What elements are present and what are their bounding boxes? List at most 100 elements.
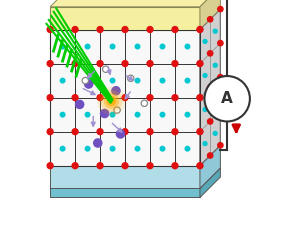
Polygon shape xyxy=(50,145,220,166)
Circle shape xyxy=(82,77,88,84)
Circle shape xyxy=(122,95,128,101)
Circle shape xyxy=(109,99,114,103)
Circle shape xyxy=(122,27,128,32)
Circle shape xyxy=(218,6,223,12)
Circle shape xyxy=(116,130,124,138)
Circle shape xyxy=(97,95,103,101)
Circle shape xyxy=(110,112,115,117)
Circle shape xyxy=(208,17,213,22)
Circle shape xyxy=(122,61,128,67)
Circle shape xyxy=(147,27,153,32)
Polygon shape xyxy=(200,168,220,197)
Circle shape xyxy=(208,119,213,124)
Circle shape xyxy=(213,63,217,67)
Circle shape xyxy=(72,129,78,135)
Circle shape xyxy=(110,78,115,83)
Circle shape xyxy=(203,108,207,111)
Circle shape xyxy=(185,112,190,117)
Circle shape xyxy=(47,163,53,169)
Circle shape xyxy=(97,129,103,135)
Circle shape xyxy=(197,163,203,169)
Circle shape xyxy=(197,95,202,100)
Circle shape xyxy=(135,44,140,49)
Circle shape xyxy=(60,112,65,117)
Circle shape xyxy=(141,100,148,106)
Circle shape xyxy=(47,129,53,135)
Circle shape xyxy=(160,146,165,151)
Circle shape xyxy=(114,107,120,113)
Circle shape xyxy=(208,153,213,158)
Polygon shape xyxy=(50,30,200,166)
Circle shape xyxy=(160,78,165,83)
Circle shape xyxy=(85,146,90,151)
Circle shape xyxy=(208,51,213,56)
Circle shape xyxy=(107,96,116,106)
Circle shape xyxy=(203,39,207,43)
Circle shape xyxy=(135,112,140,117)
Circle shape xyxy=(112,87,120,95)
Circle shape xyxy=(197,129,202,134)
Circle shape xyxy=(94,139,102,147)
Circle shape xyxy=(160,112,165,117)
Circle shape xyxy=(128,75,134,81)
Polygon shape xyxy=(200,145,220,188)
Circle shape xyxy=(218,40,223,46)
Circle shape xyxy=(172,61,178,67)
Text: A: A xyxy=(221,91,233,106)
Circle shape xyxy=(185,146,190,151)
Circle shape xyxy=(85,44,90,49)
Circle shape xyxy=(72,27,78,32)
Circle shape xyxy=(98,87,125,115)
Circle shape xyxy=(122,129,128,135)
Circle shape xyxy=(172,163,178,169)
Circle shape xyxy=(122,163,128,169)
Circle shape xyxy=(97,27,103,32)
Circle shape xyxy=(76,100,84,109)
Circle shape xyxy=(147,95,153,101)
Circle shape xyxy=(197,163,202,168)
Circle shape xyxy=(110,146,115,151)
Circle shape xyxy=(147,163,153,169)
Circle shape xyxy=(85,112,90,117)
Circle shape xyxy=(197,27,202,32)
Polygon shape xyxy=(50,188,200,197)
Circle shape xyxy=(208,85,213,90)
Polygon shape xyxy=(200,0,220,30)
Circle shape xyxy=(104,94,119,108)
Polygon shape xyxy=(50,166,200,188)
Circle shape xyxy=(197,61,202,66)
Circle shape xyxy=(203,74,207,77)
Circle shape xyxy=(97,61,103,67)
Circle shape xyxy=(100,109,109,118)
Circle shape xyxy=(218,74,223,80)
Circle shape xyxy=(60,44,65,49)
Polygon shape xyxy=(50,7,200,30)
Polygon shape xyxy=(50,168,220,188)
Circle shape xyxy=(213,29,217,33)
Circle shape xyxy=(185,44,190,49)
Circle shape xyxy=(135,146,140,151)
Circle shape xyxy=(135,78,140,83)
Circle shape xyxy=(97,163,103,169)
Circle shape xyxy=(147,61,153,67)
Polygon shape xyxy=(50,9,220,30)
Circle shape xyxy=(101,91,122,111)
Circle shape xyxy=(72,95,78,101)
Circle shape xyxy=(60,78,65,83)
Circle shape xyxy=(197,95,203,101)
Circle shape xyxy=(197,27,203,32)
Circle shape xyxy=(213,97,217,101)
Circle shape xyxy=(147,129,153,135)
Circle shape xyxy=(213,131,217,135)
Circle shape xyxy=(47,61,53,67)
Circle shape xyxy=(218,109,223,114)
Circle shape xyxy=(72,61,78,67)
Circle shape xyxy=(197,61,203,67)
Circle shape xyxy=(47,27,53,32)
Polygon shape xyxy=(200,9,220,166)
Circle shape xyxy=(85,78,90,83)
Circle shape xyxy=(103,66,109,72)
Circle shape xyxy=(172,27,178,32)
Circle shape xyxy=(185,78,190,83)
Circle shape xyxy=(160,44,165,49)
